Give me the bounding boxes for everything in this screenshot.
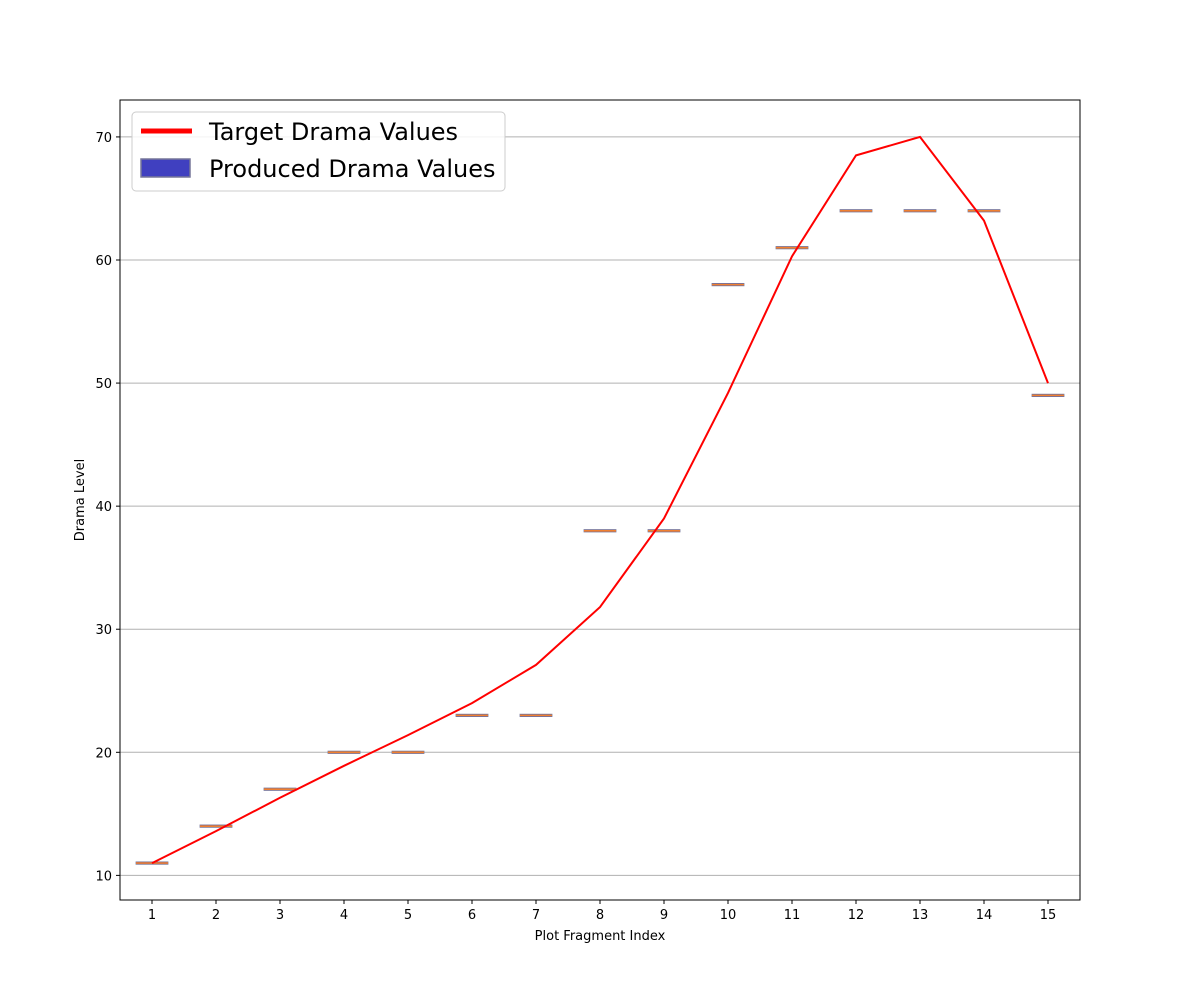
series-layer	[135, 135, 1065, 865]
x-tick-label-10: 10	[720, 908, 737, 923]
x-axis-ticks: 1 2 3 4 5 6 7 8 9 10 11 12 13 14 15	[148, 900, 1056, 923]
target-drama-line	[151, 135, 1049, 864]
x-tick-label-11: 11	[784, 908, 801, 923]
x-tick-label-2: 2	[212, 908, 220, 923]
x-tick-label-8: 8	[596, 908, 604, 923]
y-axis-label: Drama Level	[73, 459, 88, 541]
legend-label-target: Target Drama Values	[208, 118, 458, 146]
y-tick-label-30: 30	[95, 623, 112, 638]
x-tick-label-1: 1	[148, 908, 156, 923]
y-tick-label-70: 70	[95, 131, 112, 146]
y-tick-label-10: 10	[95, 869, 112, 884]
x-tick-label-4: 4	[340, 908, 348, 923]
x-tick-label-9: 9	[660, 908, 668, 923]
y-axis-ticks: 10 20 30 40 50 60 70	[95, 131, 120, 884]
y-tick-label-60: 60	[95, 254, 112, 269]
x-tick-label-15: 15	[1040, 908, 1057, 923]
y-tick-label-20: 20	[95, 746, 112, 761]
legend-label-produced: Produced Drama Values	[209, 155, 496, 183]
y-tick-label-40: 40	[95, 500, 112, 515]
plot-area-frame	[119, 99, 1081, 901]
x-tick-label-5: 5	[404, 908, 412, 923]
x-tick-label-7: 7	[532, 908, 540, 923]
y-tick-label-50: 50	[95, 377, 112, 392]
x-axis-label: Plot Fragment Index	[535, 929, 666, 944]
legend: Target Drama Values Produced Drama Value…	[131, 111, 506, 192]
x-tick-label-3: 3	[276, 908, 284, 923]
x-tick-label-13: 13	[912, 908, 929, 923]
x-tick-label-14: 14	[976, 908, 993, 923]
legend-frame	[131, 111, 506, 192]
legend-swatch-produced	[140, 158, 191, 178]
x-tick-label-6: 6	[468, 908, 476, 923]
x-tick-label-12: 12	[848, 908, 865, 923]
